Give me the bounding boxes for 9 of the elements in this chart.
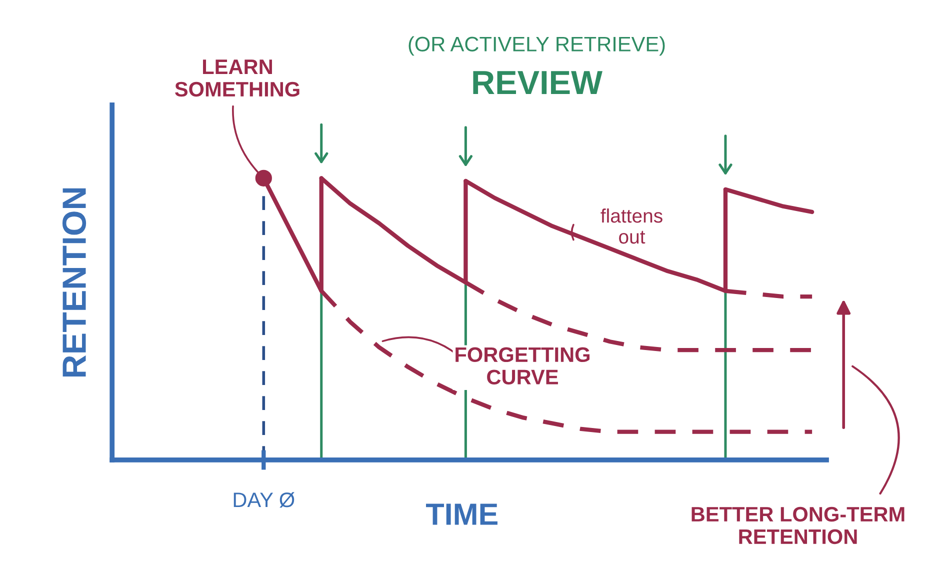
chart-title: REVIEW <box>473 71 602 94</box>
y-axis-title: RETENTION <box>62 188 86 377</box>
text: DAY Ø <box>234 492 294 508</box>
annotation: FORGETTING CURVE <box>456 347 590 384</box>
annotation: flattens out <box>600 208 662 244</box>
chart-subtitle: (OR ACTIVELY RETRIEVE) <box>408 36 665 56</box>
text: LEARN SOMETHING <box>175 60 300 97</box>
text: BETTER LONG-TERM RETENTION <box>692 506 904 544</box>
x-axis-title: TIME <box>426 504 498 525</box>
